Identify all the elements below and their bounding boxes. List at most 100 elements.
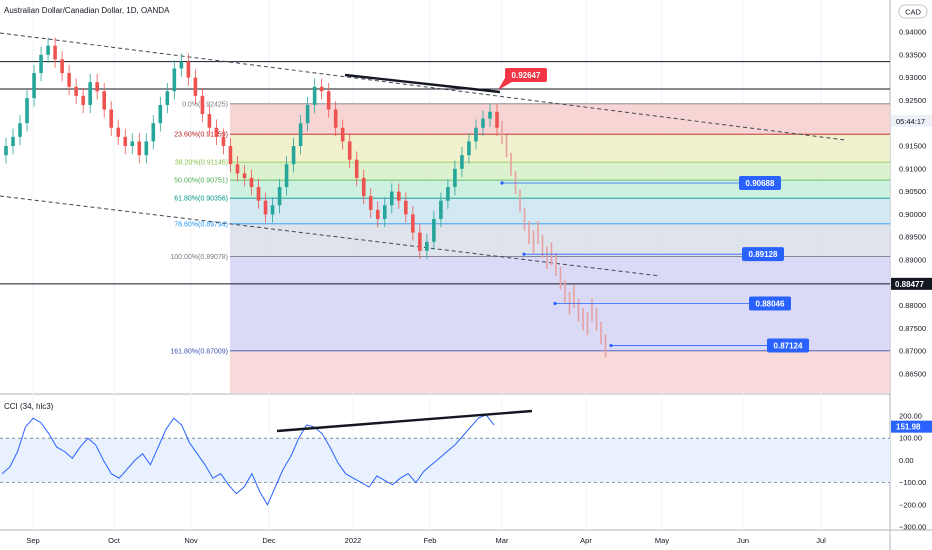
candle <box>11 136 15 146</box>
candle <box>95 82 99 92</box>
candle <box>495 111 499 128</box>
time-tick-label: 2022 <box>345 536 362 545</box>
countdown-badge <box>891 114 932 127</box>
cci-tick-label: 200.00 <box>899 412 922 421</box>
candle <box>354 159 359 178</box>
candle <box>88 82 92 105</box>
candle <box>474 127 478 142</box>
fib-zone <box>230 162 890 181</box>
candle <box>235 164 240 174</box>
candle <box>291 146 296 165</box>
cci-value-badge <box>891 420 932 433</box>
candle <box>488 111 492 119</box>
candle <box>214 127 219 137</box>
cci-tick-label: 0.00 <box>899 456 914 465</box>
candle <box>109 109 114 128</box>
candle <box>453 168 457 188</box>
divergence-line-price <box>344 73 501 94</box>
candle <box>411 214 415 233</box>
callout-label: 0.87124 <box>774 342 803 351</box>
time-tick-label: Apr <box>580 536 592 545</box>
callout-box <box>739 176 781 191</box>
candle <box>425 241 429 251</box>
fib-zone <box>230 198 890 224</box>
candle <box>333 109 338 128</box>
countdown-label: 05:44:17 <box>896 117 925 126</box>
cci-tick-label: 100.00 <box>899 434 922 443</box>
price-tick-label: 0.93500 <box>899 50 926 59</box>
candle <box>172 68 177 92</box>
price-tick-label: 0.93000 <box>899 73 926 82</box>
callout-box <box>767 338 809 353</box>
price-tick-label: 0.92500 <box>899 96 926 105</box>
candle <box>375 209 380 219</box>
fib-zone <box>230 223 890 257</box>
candle <box>46 45 50 55</box>
candle <box>305 104 310 124</box>
callout-anchor <box>553 301 557 306</box>
cci-tick-label: −300.00 <box>899 523 926 532</box>
fib-label: 0.0%(0.92425) <box>182 101 228 108</box>
callout-anchor <box>500 181 504 185</box>
candle <box>179 61 184 69</box>
cci-band <box>0 438 890 483</box>
price-tick-label: 0.89000 <box>899 256 926 265</box>
candle <box>74 86 78 96</box>
candle <box>368 196 373 210</box>
cci-title: CCI (34, hlc3) <box>4 402 54 411</box>
currency-badge <box>898 4 928 19</box>
price-tick-label: 0.94000 <box>899 28 926 37</box>
candle <box>326 91 331 110</box>
callout-top <box>505 68 547 82</box>
callout-anchor <box>609 343 613 348</box>
chart-title: Australian Dollar/Canadian Dollar, 1D, O… <box>4 6 170 15</box>
candle <box>53 45 57 60</box>
currency-label: CAD <box>905 8 921 17</box>
cci-tick-label: −100.00 <box>899 478 926 487</box>
time-tick-label: Nov <box>184 536 198 545</box>
fib-label: 38.20%(0.91146) <box>175 160 228 167</box>
candle <box>284 164 289 188</box>
candle <box>151 123 156 142</box>
candle <box>263 200 268 215</box>
callout-label: 0.90688 <box>746 179 775 188</box>
fib-label: 100.00%(0.89078) <box>170 254 228 261</box>
fib-label: 23.60%(0.91759) <box>174 132 228 139</box>
callout-top-label: 0.92647 <box>512 71 541 80</box>
candle <box>137 141 142 156</box>
candle <box>347 141 352 160</box>
candle <box>60 59 64 74</box>
time-tick-label: Feb <box>424 536 437 545</box>
time-tick-label: Oct <box>108 536 121 545</box>
candle <box>25 98 29 124</box>
candle <box>298 123 303 146</box>
candle <box>382 205 387 219</box>
candle <box>207 114 212 128</box>
candle <box>277 187 282 206</box>
time-tick-label: May <box>655 536 669 545</box>
candle <box>158 104 163 124</box>
candle <box>481 118 485 128</box>
current-price-label: 0.88477 <box>895 280 924 289</box>
time-tick-label: Dec <box>262 536 276 545</box>
fib-label: 78.60%(0.89794) <box>174 221 228 228</box>
fib-zone <box>230 180 890 199</box>
fib-zone-ext <box>230 350 890 393</box>
callout-box <box>749 296 791 311</box>
callout-box <box>742 247 784 262</box>
price-tick-label: 0.90000 <box>899 210 926 219</box>
candle <box>397 191 401 201</box>
callout-anchor <box>522 252 526 256</box>
price-tick-label: 0.90500 <box>899 187 926 196</box>
candle <box>130 141 135 146</box>
fib-label: 50.00%(0.90751) <box>174 178 228 185</box>
fib-zone <box>230 103 890 135</box>
cci-tick-label: −200.00 <box>899 500 926 509</box>
channel-upper <box>0 32 846 141</box>
candle <box>18 123 22 137</box>
candle <box>418 232 422 251</box>
candle <box>144 141 149 156</box>
candle <box>432 218 436 242</box>
candle <box>186 61 191 78</box>
